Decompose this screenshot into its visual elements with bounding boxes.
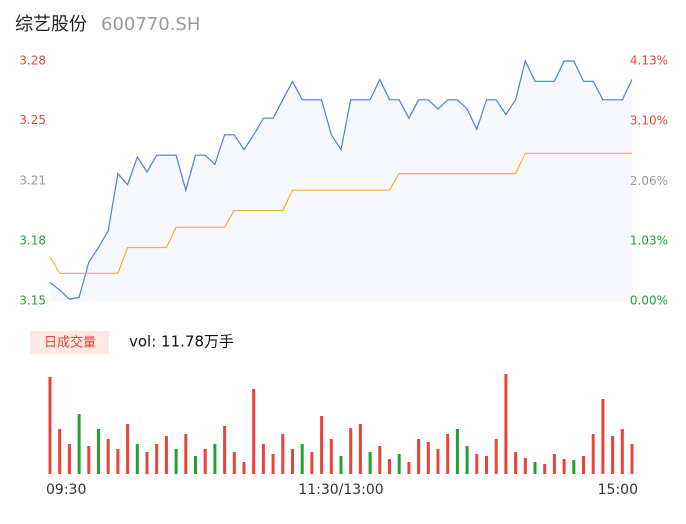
volume-summary: vol: 11.78万手 [129, 333, 234, 351]
volume-bar [475, 454, 479, 474]
volume-bar [446, 434, 450, 474]
stock-code: 600770.SH [101, 14, 200, 35]
volume-bar [126, 424, 130, 474]
volume-bar [611, 436, 615, 474]
volume-bar [620, 429, 624, 474]
volume-bar [320, 416, 324, 474]
volume-bar [329, 439, 333, 474]
volume-bar [455, 429, 459, 474]
volume-bar [291, 449, 294, 474]
volume-bar [417, 439, 421, 474]
volume-bar [223, 426, 227, 474]
volume-bar [543, 464, 547, 474]
volume-bar [426, 442, 430, 474]
volume-bar [523, 458, 527, 474]
volume-bar [339, 456, 343, 474]
volume-bar [368, 452, 372, 474]
stock-name: 综艺股份 [15, 14, 87, 35]
y2-tick-label: 4.13% [630, 54, 668, 68]
price-line [49, 59, 633, 300]
volume-bar [58, 429, 62, 474]
y2-tick-label: 2.06% [630, 174, 668, 188]
volume-bar [378, 446, 382, 474]
volume-bar [242, 462, 246, 474]
volume-bar [77, 414, 81, 474]
volume-bar [164, 436, 168, 474]
volume-bar [358, 424, 362, 474]
y-tick-label: 3.15 [19, 294, 46, 308]
volume-bar [97, 429, 100, 474]
y-tick-label: 3.25 [19, 113, 46, 127]
x-tick-label: 09:30 [46, 482, 86, 498]
volume-bar [87, 446, 91, 474]
y-tick-label: 3.28 [19, 54, 46, 68]
y-tick-label: 3.21 [19, 174, 46, 188]
x-tick-label: 11:30/13:00 [298, 482, 383, 498]
badge-bg [30, 331, 109, 354]
y-tick-label: 3.18 [19, 234, 46, 248]
volume-bar [601, 399, 605, 474]
volume-bar [174, 449, 178, 474]
volume-badge: 日成交量 [44, 335, 96, 351]
volume-bar [194, 456, 197, 474]
volume-bar [106, 439, 110, 474]
volume-bar [630, 444, 634, 474]
price-line [49, 152, 632, 274]
volume-bar [349, 428, 353, 474]
volume-bar [572, 460, 576, 474]
volume-bar [252, 389, 256, 474]
y2-tick-label: 0.00% [630, 294, 668, 308]
volume-bar [310, 452, 314, 474]
volume-bar [397, 454, 401, 474]
volume-bar [514, 452, 518, 474]
y2-tick-label: 3.10% [630, 113, 668, 127]
volume-bar [465, 446, 469, 474]
volume-bar [281, 434, 285, 474]
volume-bar [184, 434, 188, 474]
volume-bar [562, 459, 566, 474]
volume-bar [213, 444, 217, 474]
volume-bar [116, 449, 120, 474]
volume-bar [407, 462, 411, 474]
y2-tick-label: 1.03% [630, 234, 668, 248]
volume-bar [271, 454, 275, 474]
volume-bar [504, 374, 508, 474]
x-tick-label: 15:00 [598, 482, 638, 498]
volume-bar [67, 444, 71, 474]
volume-bar [155, 444, 159, 474]
volume-bar [232, 452, 236, 474]
volume-bar [533, 462, 537, 474]
volume-bar [48, 377, 52, 474]
volume-bar [582, 456, 585, 474]
volume-bar [261, 444, 265, 474]
volume-bar [203, 449, 207, 474]
volume-bar [485, 456, 488, 474]
volume-bar [552, 454, 556, 474]
price-area [50, 61, 632, 301]
volume-bar [300, 444, 304, 474]
volume-bar [436, 449, 440, 474]
volume-bar [494, 439, 498, 474]
volume-bar [145, 452, 149, 474]
volume-bar [591, 434, 595, 474]
volume-bar [388, 459, 391, 474]
volume-bar [135, 444, 139, 474]
